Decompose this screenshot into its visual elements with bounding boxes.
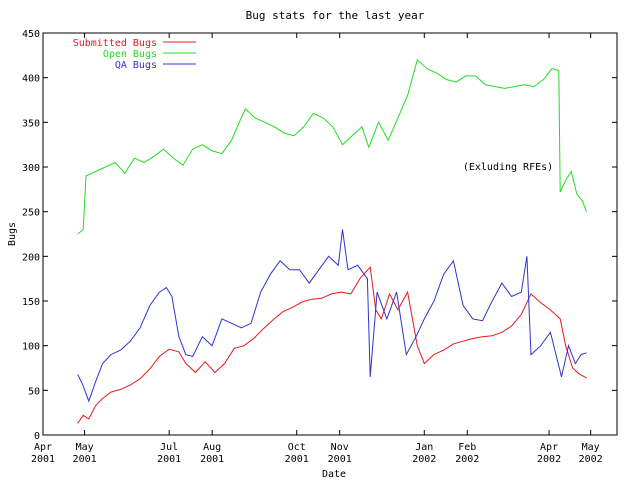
y-tick-label: 100 [22, 342, 40, 353]
legend-label-qa-bugs: QA Bugs [115, 60, 157, 71]
chart-title: Bug stats for the last year [246, 9, 425, 22]
legend-label-open-bugs: Open Bugs [103, 49, 157, 60]
legend-label-submitted-bugs: Submitted Bugs [73, 38, 157, 49]
x-axis: Apr2001May2001Jul2001Aug2001Oct2001Nov20… [31, 33, 603, 465]
y-tick-label: 250 [22, 208, 40, 219]
chart-annotation: (Exluding RFEs) [463, 162, 553, 173]
x-tick-label-year: 2001 [328, 454, 352, 465]
y-tick-label: 50 [28, 386, 40, 397]
x-tick-label-month: Jan [415, 442, 433, 453]
x-tick-label-year: 2002 [537, 454, 561, 465]
x-tick-label-month: Feb [458, 442, 476, 453]
x-tick-label-month: May [76, 442, 94, 453]
x-tick-label-month: Nov [331, 442, 349, 453]
x-tick-label-year: 2002 [412, 454, 436, 465]
y-axis-label: Bugs [7, 222, 18, 246]
plot-frame [42, 32, 618, 436]
series-lines [77, 58, 587, 424]
x-tick-label-year: 2002 [455, 454, 479, 465]
x-tick-label-month: Oct [288, 442, 306, 453]
x-tick-label-year: 2001 [31, 454, 55, 465]
x-tick-label-year: 2001 [285, 454, 309, 465]
y-tick-label: 150 [22, 297, 40, 308]
x-tick-label-year: 2001 [73, 454, 97, 465]
y-tick-label: 0 [34, 431, 40, 442]
x-tick-label-month: May [582, 442, 600, 453]
y-tick-label: 300 [22, 163, 40, 174]
series-line-qa-bugs [77, 229, 587, 403]
x-tick-label-year: 2001 [157, 454, 181, 465]
x-tick-label-year: 2002 [579, 454, 603, 465]
x-tick-label-month: Apr [540, 442, 558, 453]
y-tick-label: 350 [22, 118, 40, 129]
y-tick-label: 200 [22, 252, 40, 263]
x-tick-label-year: 2001 [200, 454, 224, 465]
y-tick-label: 450 [22, 29, 40, 40]
y-tick-label: 400 [22, 74, 40, 85]
x-tick-label-month: Jul [160, 442, 178, 453]
x-tick-label-month: Apr [34, 442, 52, 453]
y-axis: 0 50 100 150 200 250 300 350 400 450 [22, 29, 617, 442]
x-tick-label-month: Aug [203, 442, 221, 453]
series-line-submitted-bugs [77, 265, 587, 424]
x-axis-label: Date [322, 469, 346, 480]
series-line-open-bugs [77, 58, 587, 235]
